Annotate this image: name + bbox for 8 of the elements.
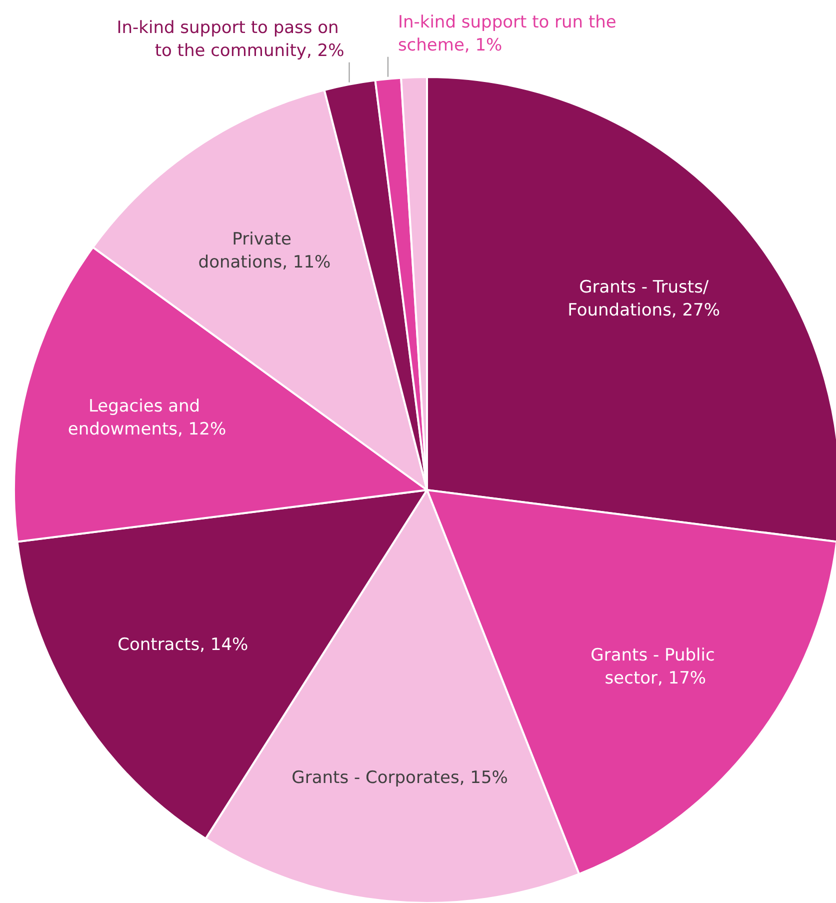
slice-label: Private donations, 11% [198,229,331,272]
slice-label: Legacies and endowments, 12% [68,396,226,440]
slice-label: In-kind support to pass on to the community, 2% [116,18,344,61]
slice-label: Contracts, 14% [118,634,248,655]
slice-label: Grants - Corporates, 15% [292,768,508,788]
slice-label: In-kind support to run the scheme, 1% [398,12,622,56]
slice-label: Grants - Trusts/Foundations, 27% [568,277,720,320]
slice-label: Grants - Public sector, 17% [590,646,720,689]
